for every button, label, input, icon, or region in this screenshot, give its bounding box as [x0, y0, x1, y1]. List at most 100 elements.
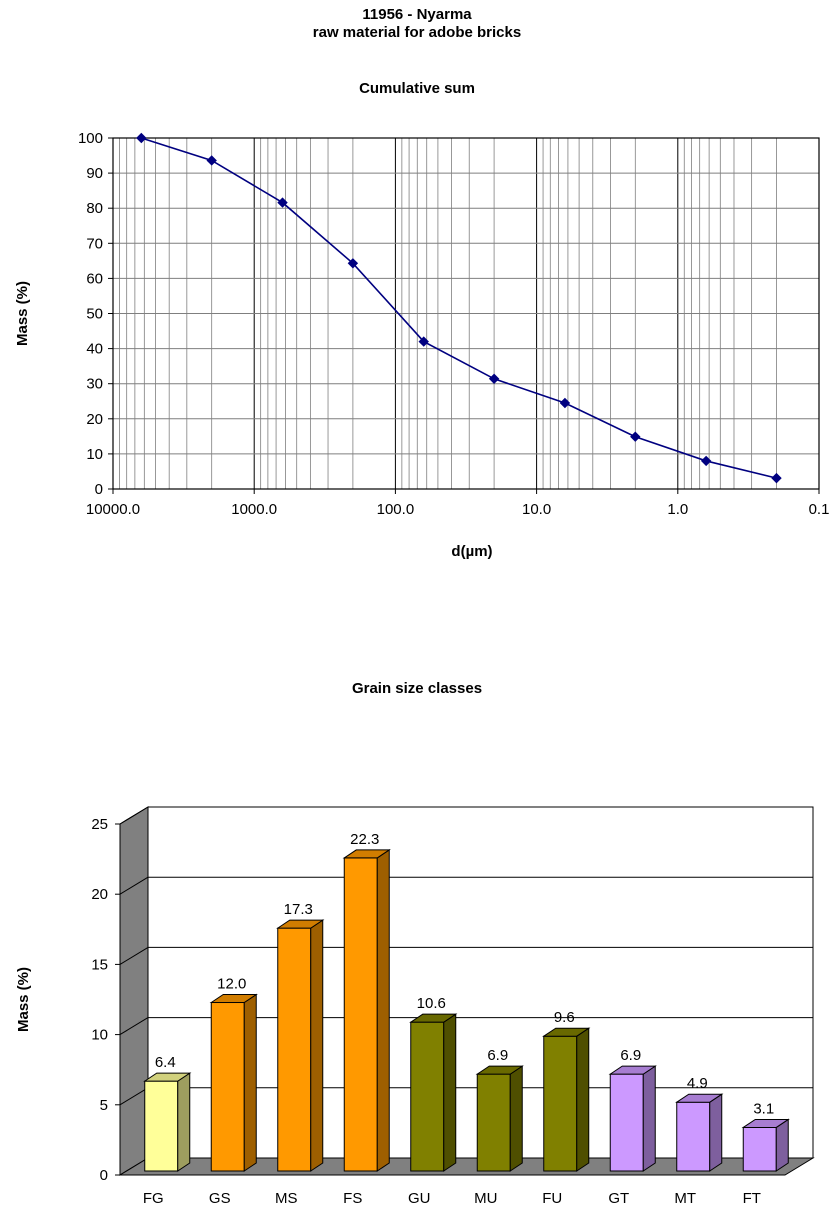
side-gridline: [119, 876, 149, 895]
data-point: [206, 155, 217, 166]
series-line: [141, 137, 777, 479]
data-point: [488, 373, 500, 384]
data-point: [277, 197, 288, 208]
page-title: 11956 - Nyarma raw material for adobe br…: [0, 6, 834, 42]
plot-grid: [112, 137, 820, 490]
x-tick-label: 1000.0: [231, 501, 277, 518]
x-tick-label: 10.0: [522, 501, 551, 518]
bar-side: [642, 1065, 656, 1172]
bar-value-label: 6.4: [155, 1054, 176, 1071]
bar-top: [276, 919, 325, 929]
bar-chart-title: Grain size classes: [351, 680, 483, 697]
data-point: [771, 472, 782, 484]
page-title-line1: 11956 - Nyarma: [362, 6, 472, 23]
y-tick-label: 60: [86, 270, 103, 287]
x-tick-label: FG: [143, 1190, 164, 1207]
x-tick-label: FU: [542, 1190, 562, 1207]
bar-value-label: 6.9: [620, 1047, 641, 1064]
x-tick-label: MU: [474, 1190, 497, 1207]
line-chart-title: Cumulative sum: [359, 80, 475, 97]
x-tick-label: GT: [608, 1190, 629, 1207]
x-tick-label: GU: [408, 1190, 431, 1207]
bar-side: [243, 993, 257, 1172]
data-point: [559, 397, 571, 409]
bar-value-label: 10.6: [417, 995, 446, 1012]
x-tick-label: FT: [743, 1190, 761, 1207]
data-point: [418, 336, 429, 347]
y-tick-label: 10: [86, 446, 103, 463]
bar-value-label: 9.6: [554, 1009, 575, 1026]
bar-gt: [608, 1065, 657, 1172]
cumulative-line-chart: 0 10 20 30 40 50 60 70 80 90 100 10000.0 1000.0 100.0…: [14, 130, 830, 560]
bar-front: [742, 1126, 777, 1172]
bar-side: [177, 1072, 191, 1172]
bar-front: [410, 1021, 445, 1172]
bar-value-label: 3.1: [753, 1100, 774, 1117]
y-tick-label: 70: [86, 235, 103, 252]
bar-top: [542, 1027, 591, 1037]
y-tick-label: 30: [86, 376, 103, 393]
bar-front: [277, 927, 312, 1172]
y-tick-label: 80: [86, 200, 103, 217]
y-tick-label: 90: [86, 165, 103, 182]
bar-front: [144, 1080, 179, 1172]
bar-mu: [475, 1065, 524, 1172]
y-tick-label: 20: [91, 886, 108, 903]
bar-top: [741, 1118, 790, 1128]
bar-value-label: 6.9: [487, 1047, 508, 1064]
bar-side: [376, 848, 390, 1172]
bar-side: [709, 1093, 723, 1172]
bar-side: [443, 1013, 457, 1172]
y-tick-label: 0: [95, 481, 103, 498]
side-gridline: [119, 1087, 149, 1106]
bar-value-label: 17.3: [284, 901, 313, 918]
bar-top: [409, 1013, 458, 1023]
bar-front: [676, 1101, 711, 1172]
bar-top: [143, 1072, 192, 1082]
y-tick-label: 0: [100, 1167, 108, 1184]
bar-top: [608, 1065, 657, 1075]
bar-top: [475, 1065, 524, 1075]
x-tick-label: 10000.0: [86, 501, 140, 518]
grain-size-bar-chart: 0 5 10 15 20 25 Mass (%) 6.4 FG 12.0 GS 17.3 MS 22.3 F…: [15, 806, 815, 1207]
bar-side: [576, 1027, 590, 1172]
y-tick-label: 100: [78, 130, 103, 147]
y-tick-label: 40: [86, 341, 103, 358]
bar-top: [342, 849, 391, 859]
x-tick-label: 0.1: [809, 501, 830, 518]
bar-fu: [542, 1027, 591, 1172]
bar-ft: [741, 1118, 790, 1172]
bar-side: [509, 1065, 523, 1172]
bar-value-label: 4.9: [687, 1075, 708, 1092]
data-point: [347, 258, 359, 269]
data-point: [700, 455, 712, 467]
bar-front: [543, 1035, 578, 1172]
bar-side: [775, 1118, 789, 1172]
x-tick-label: FS: [343, 1190, 362, 1207]
y-tick-label: 50: [86, 306, 103, 323]
data-point: [630, 431, 641, 442]
x-tick-label: MT: [674, 1190, 696, 1207]
y-axis-title: Mass (%): [14, 281, 31, 346]
bar-side: [310, 919, 324, 1172]
bar-front: [609, 1073, 644, 1172]
side-wall: [119, 806, 149, 1176]
bar-fg: [143, 1072, 192, 1172]
bar-value-label: 22.3: [350, 831, 379, 848]
page-title-line2: raw material for adobe bricks: [312, 24, 522, 41]
bar-top: [675, 1093, 724, 1103]
y-tick-label: 20: [86, 411, 103, 428]
bar-ms: [276, 919, 325, 1172]
side-gridline: [119, 946, 149, 965]
bar-gs: [209, 993, 258, 1172]
bar-top: [209, 994, 258, 1004]
y-tick-label: 15: [91, 956, 108, 973]
bar-front: [343, 857, 378, 1172]
y-tick-label: 25: [91, 816, 108, 833]
bar-front: [476, 1073, 511, 1172]
data-point: [136, 132, 147, 144]
x-tick-label: 100.0: [377, 501, 415, 518]
y-tick-label: 5: [100, 1097, 108, 1114]
side-gridline: [119, 806, 149, 825]
bar-gu: [409, 1013, 458, 1172]
